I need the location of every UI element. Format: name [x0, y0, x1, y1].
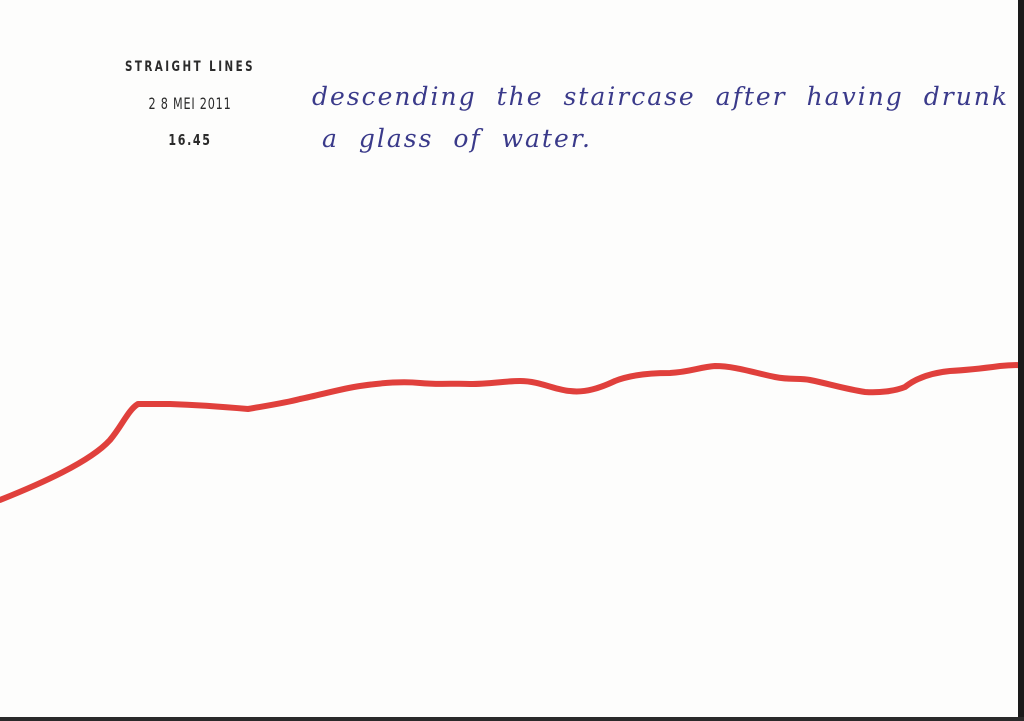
- note-line-2: a glass of water.: [322, 124, 592, 153]
- red-line: [0, 362, 1024, 503]
- date-stamp: STRAIGHT LINES 2 8 MEI 2011 16.45: [100, 56, 280, 150]
- handwritten-note: descending the staircase after having dr…: [312, 76, 1010, 160]
- card-right-edge: [1018, 0, 1024, 721]
- note-line-1: descending the staircase after having dr…: [312, 82, 1010, 111]
- stamp-date: 2 8 MEI 2011: [148, 94, 232, 113]
- card-bottom-edge: [0, 717, 1024, 721]
- stamp-title: STRAIGHT LINES: [124, 59, 256, 75]
- stamp-time: 16.45: [168, 131, 212, 149]
